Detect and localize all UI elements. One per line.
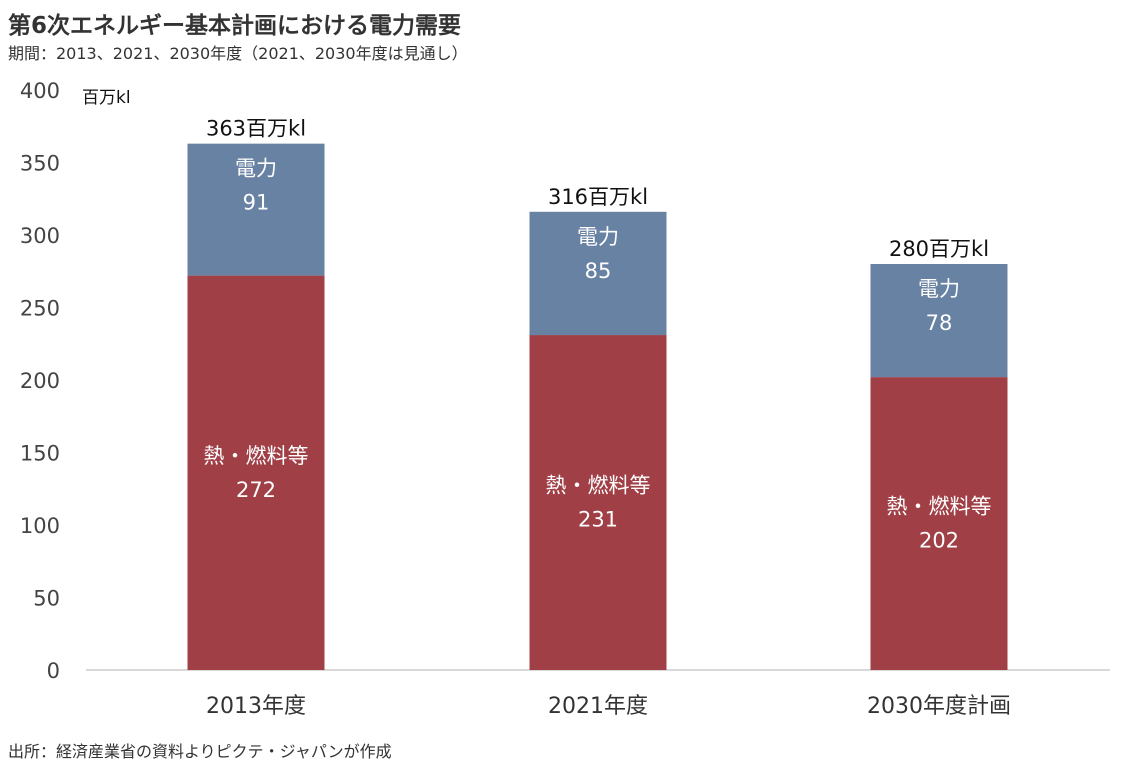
segment-name-label: 熱・燃料等 (546, 474, 651, 498)
segment-value-label: 78 (926, 311, 953, 335)
segment-value-label: 231 (578, 508, 618, 532)
y-tick-label: 100 (20, 514, 60, 538)
chart-title: 第6次エネルギー基本計画における電力需要 (8, 13, 462, 39)
bar-segment (187, 275, 325, 670)
segment-name-label: 電力 (235, 157, 277, 181)
y-tick-label: 300 (20, 224, 60, 248)
y-tick-label: 400 (20, 79, 60, 103)
segment-value-label: 85 (585, 259, 612, 283)
bar-segment (187, 143, 325, 276)
segment-name-label: 電力 (918, 277, 960, 301)
source-note: 出所：経済産業省の資料よりピクテ・ジャパンが作成 (8, 742, 392, 761)
x-category-label: 2013年度 (206, 694, 306, 719)
y-axis-unit: 百万kl (82, 88, 131, 108)
y-tick-label: 150 (20, 442, 60, 466)
segment-value-label: 202 (919, 529, 959, 553)
bar-segment (529, 211, 667, 336)
bar-segment (870, 264, 1008, 378)
segment-name-label: 電力 (577, 225, 619, 249)
total-label: 363百万kl (206, 117, 306, 141)
segment-value-label: 91 (243, 191, 270, 215)
y-tick-label: 200 (20, 369, 60, 393)
chart-subtitle: 期間：2013、2021、2030年度（2021、2030年度は見通し） (8, 44, 468, 63)
y-tick-label: 350 (20, 152, 60, 176)
segment-value-label: 272 (236, 478, 276, 502)
bar-segment (529, 335, 667, 670)
total-label: 316百万kl (548, 185, 648, 209)
y-tick-label: 250 (20, 297, 60, 321)
y-tick-label: 0 (47, 659, 60, 683)
segment-name-label: 熱・燃料等 (887, 495, 992, 519)
bar-segment (870, 377, 1008, 670)
x-category-label: 2021年度 (548, 694, 648, 719)
total-label: 280百万kl (889, 237, 989, 261)
y-tick-label: 50 (33, 587, 60, 611)
segment-name-label: 熱・燃料等 (204, 444, 309, 468)
x-category-label: 2030年度計画 (867, 694, 1011, 719)
